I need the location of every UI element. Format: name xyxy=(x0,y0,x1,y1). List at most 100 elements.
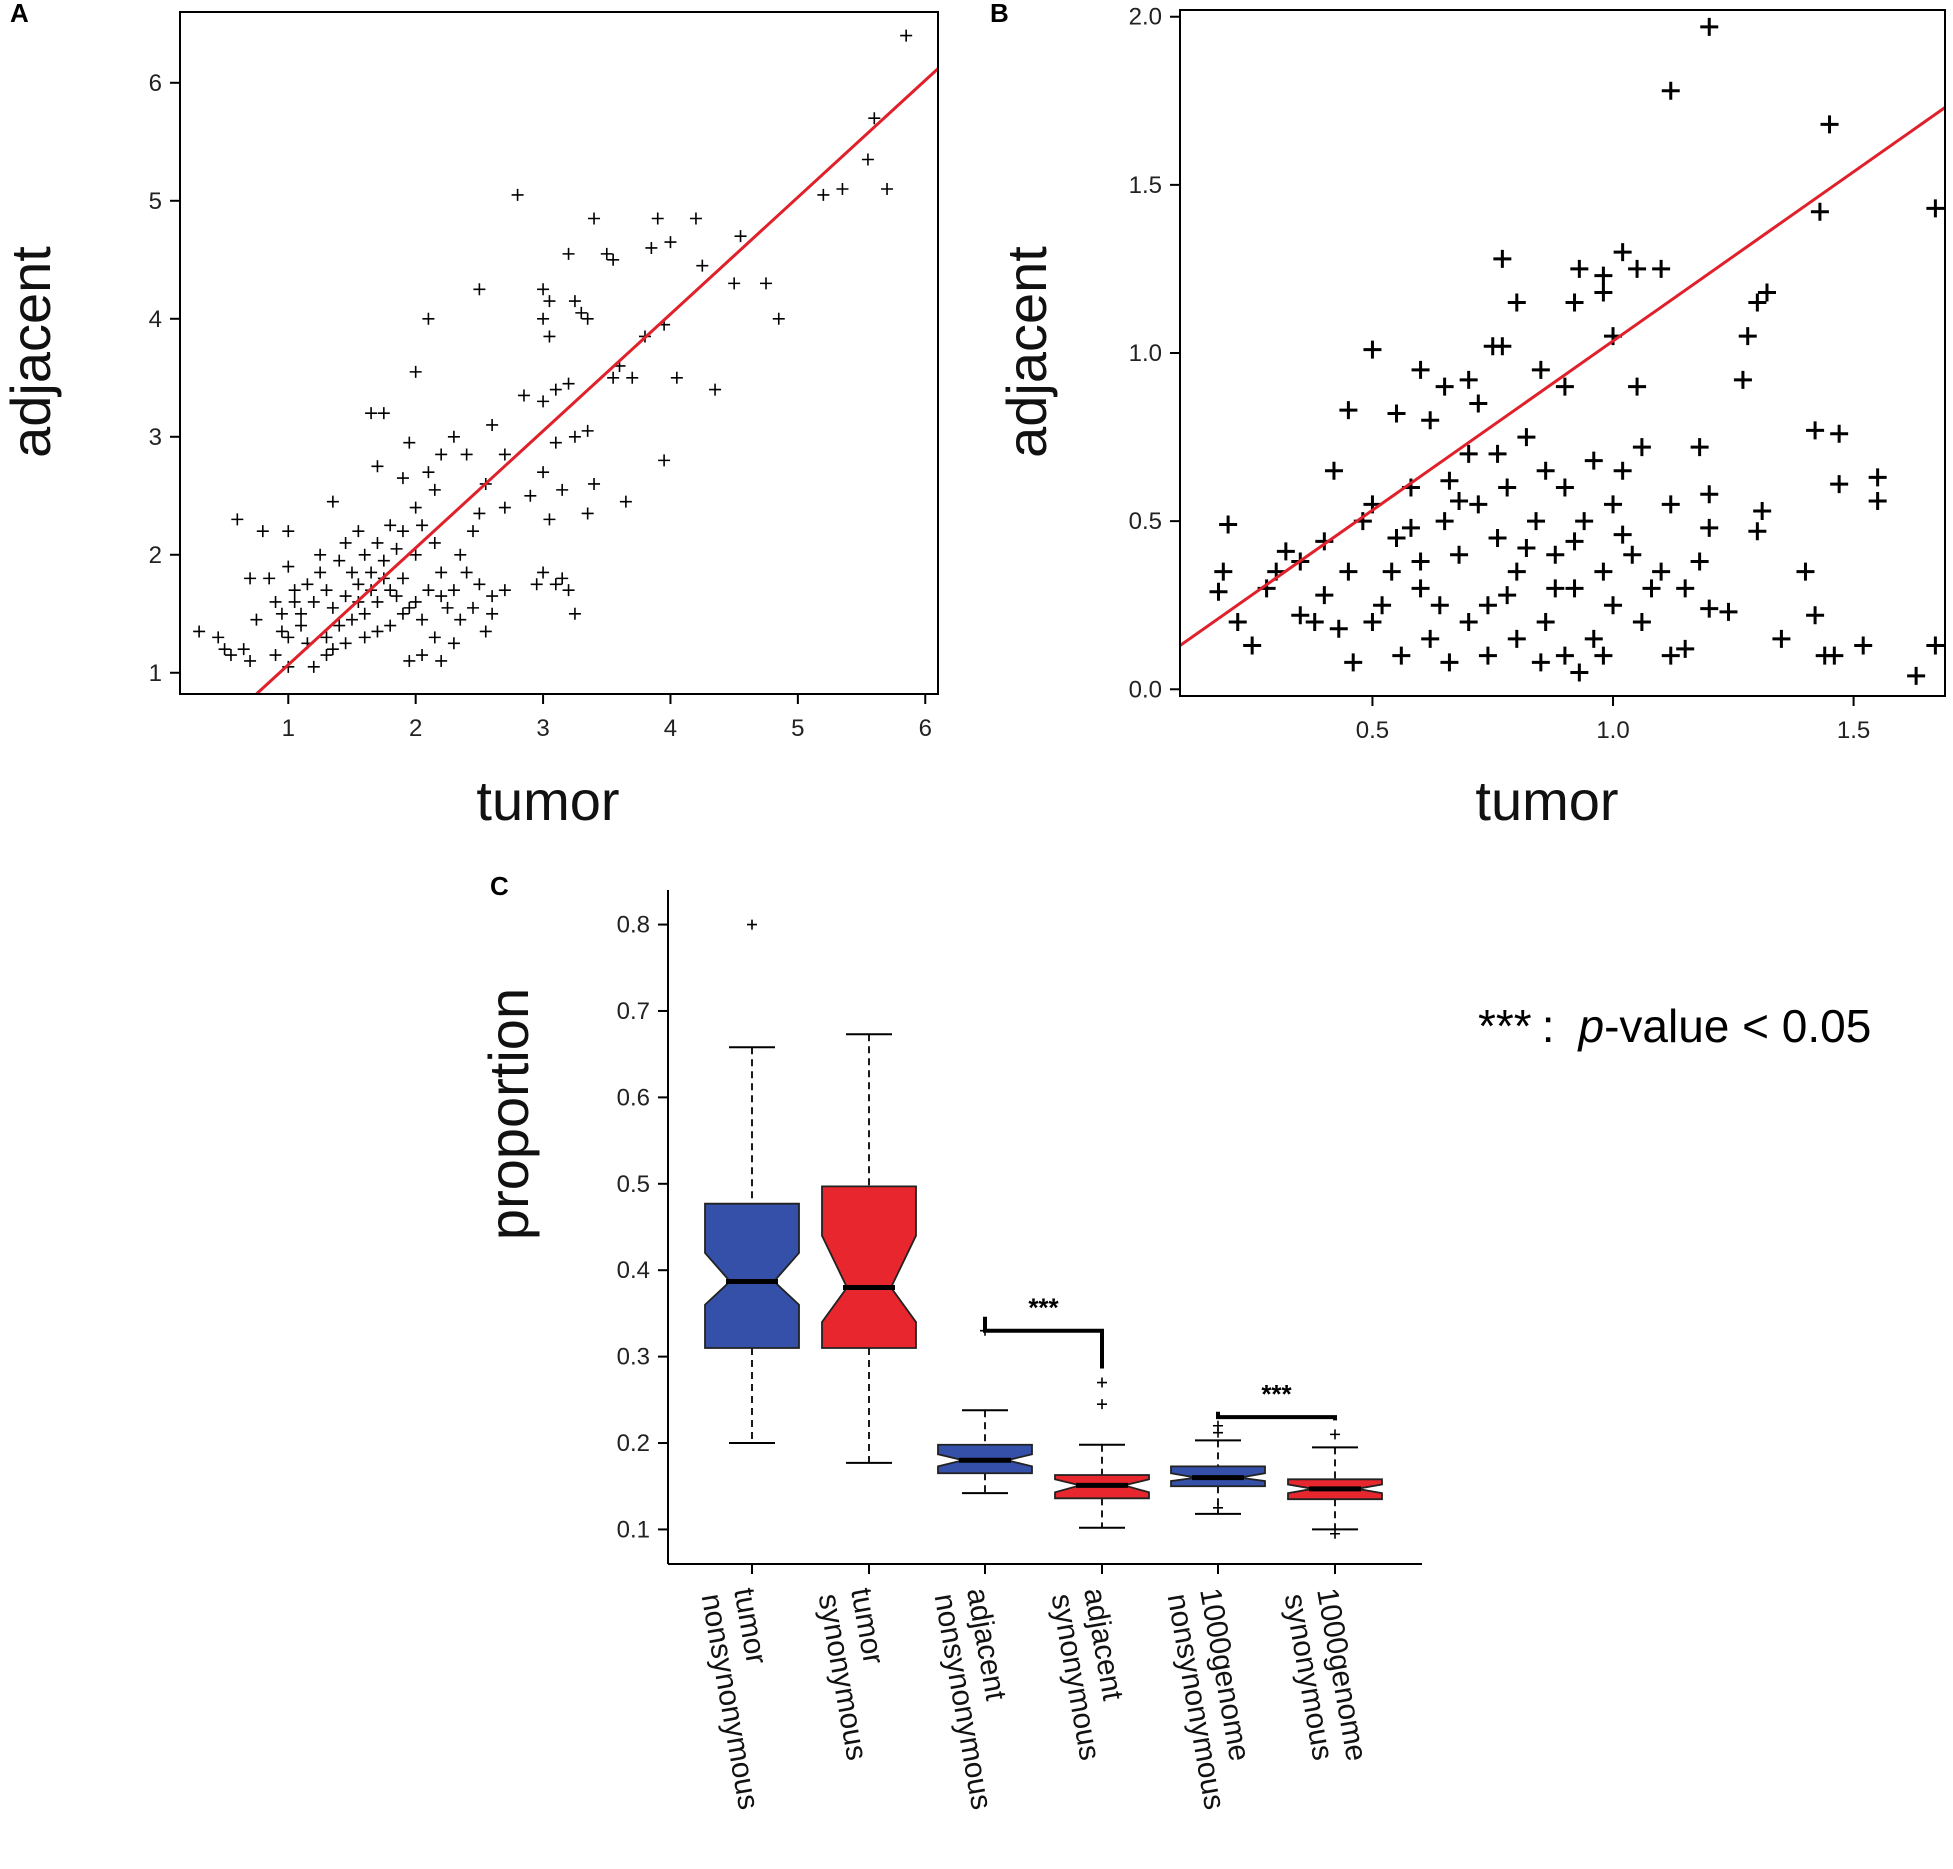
data-point xyxy=(1421,411,1440,430)
data-point xyxy=(1531,653,1550,672)
data-point xyxy=(428,536,441,549)
y-tick-label: 0.5 xyxy=(1129,508,1162,535)
data-point xyxy=(868,112,881,125)
data-point xyxy=(562,247,575,260)
data-point xyxy=(1676,639,1695,658)
data-point xyxy=(511,188,524,201)
data-point xyxy=(1329,619,1348,638)
box-1 xyxy=(704,919,800,1574)
data-point xyxy=(498,584,511,597)
box-6 xyxy=(1287,1429,1383,1574)
data-point xyxy=(1700,485,1719,504)
data-point xyxy=(588,212,601,225)
data-point xyxy=(1825,646,1844,665)
data-point xyxy=(358,631,371,644)
data-point xyxy=(447,430,460,443)
panel-b-x-title: tumor xyxy=(1475,769,1618,832)
data-point xyxy=(409,501,422,514)
data-point xyxy=(1690,552,1709,571)
outlier-point xyxy=(747,919,757,930)
data-point xyxy=(1565,532,1584,551)
panel-b-regression-line xyxy=(1179,106,1946,647)
box-5 xyxy=(1170,1420,1266,1574)
data-point xyxy=(275,625,288,638)
data-point xyxy=(1806,421,1825,440)
data-point xyxy=(1868,468,1887,487)
data-point xyxy=(556,483,569,496)
data-point xyxy=(1243,636,1262,655)
notched-box xyxy=(821,1185,917,1349)
data-point xyxy=(562,377,575,390)
data-point xyxy=(1772,629,1791,648)
data-point xyxy=(396,607,409,620)
data-point xyxy=(224,649,237,662)
data-point xyxy=(1738,327,1757,346)
data-point xyxy=(295,607,308,620)
data-point xyxy=(435,448,448,461)
data-point xyxy=(320,649,333,662)
data-point xyxy=(1305,613,1324,632)
data-point xyxy=(1613,243,1632,262)
data-point xyxy=(314,548,327,561)
data-point xyxy=(1907,666,1926,685)
data-point xyxy=(543,295,556,308)
data-point xyxy=(1632,438,1651,457)
box-2 xyxy=(821,1033,917,1574)
data-point xyxy=(1401,518,1420,537)
data-point xyxy=(1642,579,1661,598)
panel-a-regression-line xyxy=(255,67,940,696)
data-point xyxy=(1507,562,1526,581)
data-point xyxy=(861,153,874,166)
data-point xyxy=(581,507,594,520)
data-point xyxy=(1676,579,1695,598)
data-point xyxy=(301,578,314,591)
data-point xyxy=(1661,495,1680,514)
data-point xyxy=(1478,646,1497,665)
data-point xyxy=(1411,360,1430,379)
data-point xyxy=(607,253,620,266)
data-point xyxy=(1339,562,1358,581)
x-tick-label: 0.5 xyxy=(1356,717,1389,744)
data-point xyxy=(1623,545,1642,564)
data-point xyxy=(460,566,473,579)
y-tick-label: 1 xyxy=(149,660,162,687)
category-label: tumorsynonymous xyxy=(812,1585,906,1762)
data-point xyxy=(1430,596,1449,615)
data-point xyxy=(307,660,320,673)
y-tick-label: 0.7 xyxy=(617,998,650,1025)
data-point xyxy=(390,590,403,603)
data-point xyxy=(1604,596,1623,615)
data-point xyxy=(288,584,301,597)
data-point xyxy=(1493,249,1512,268)
data-point xyxy=(549,436,562,449)
data-point xyxy=(409,365,422,378)
data-point xyxy=(645,241,658,254)
data-point xyxy=(1411,579,1430,598)
data-point xyxy=(339,637,352,650)
data-point xyxy=(326,495,339,508)
data-point xyxy=(384,584,397,597)
data-point xyxy=(377,407,390,420)
data-point xyxy=(568,607,581,620)
data-point xyxy=(607,371,620,384)
category-label: adjacentsynonymous xyxy=(1045,1585,1139,1762)
data-point xyxy=(1459,613,1478,632)
data-point xyxy=(422,466,435,479)
data-point xyxy=(1628,377,1647,396)
data-point xyxy=(218,643,231,656)
x-tick-label: 1 xyxy=(282,715,295,742)
data-point xyxy=(1517,428,1536,447)
panel-b-x-axis: 0.5 1.0 1.5 xyxy=(1356,696,1870,744)
data-point xyxy=(664,236,677,249)
panel-c-boxes xyxy=(704,919,1383,1574)
data-point xyxy=(728,277,741,290)
data-point xyxy=(326,643,339,656)
outlier-point xyxy=(1097,1399,1107,1410)
data-point xyxy=(1498,586,1517,605)
panel-letter-b: B xyxy=(990,0,1009,28)
y-tick-label: 3 xyxy=(149,424,162,451)
data-point xyxy=(390,542,403,555)
data-point xyxy=(817,188,830,201)
data-point xyxy=(1830,424,1849,443)
data-point xyxy=(1363,340,1382,359)
